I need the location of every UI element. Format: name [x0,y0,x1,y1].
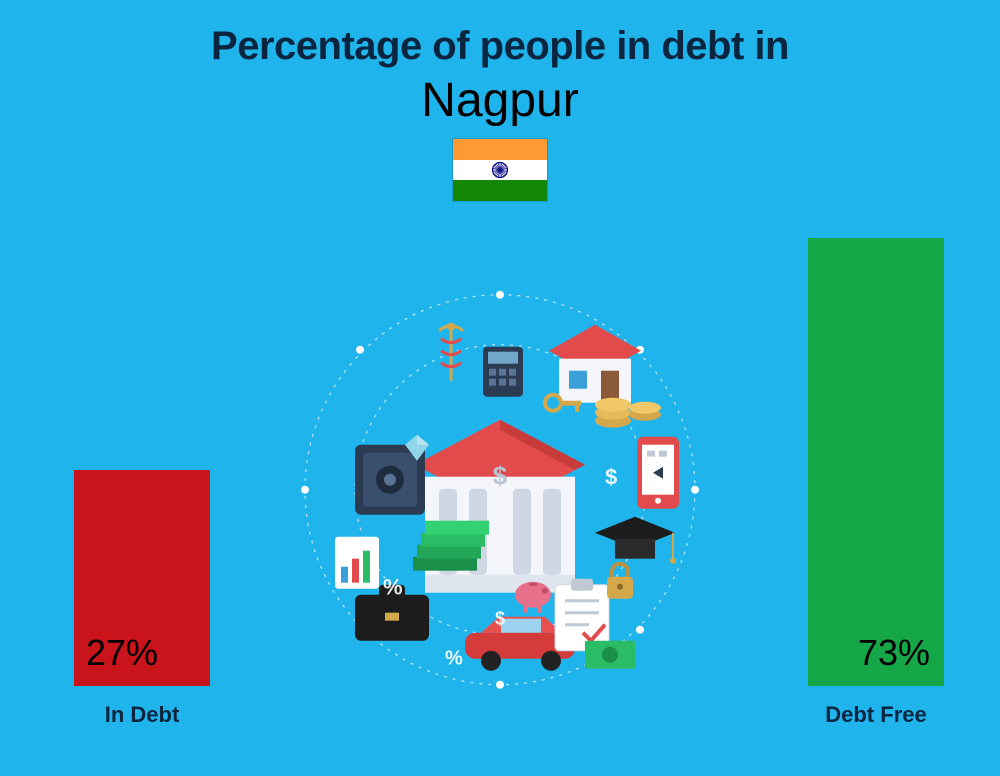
svg-text:$: $ [605,465,617,490]
flag-white-stripe [453,160,547,181]
bar-label-debt-free: Debt Free [825,702,926,728]
bar-debt-free: 73% Debt Free [808,238,944,728]
graduation-cap-icon [595,517,676,564]
house-icon [549,325,641,403]
title-line1: Percentage of people in debt in [0,24,1000,69]
clipboard-icon [555,579,609,651]
flag-green-stripe [453,180,547,201]
bar-rect-debt-free: 73% [808,238,944,686]
cash-icon [585,641,635,669]
bar-value-debt-free: 73% [858,632,930,674]
svg-text:%: % [383,575,403,600]
svg-text:$: $ [495,609,505,629]
phone-icon [637,437,679,509]
chart-body: 27% In Debt 73% Debt Free [0,210,1000,776]
bar-label-in-debt: In Debt [105,702,180,728]
bar-value-in-debt: 27% [86,632,158,674]
svg-text:$: $ [493,461,508,491]
chart-paper-icon [335,537,379,589]
svg-text:%: % [445,648,463,670]
title-block: Percentage of people in debt in Nagpur [0,0,1000,202]
caduceus-icon [439,323,463,381]
bar-rect-in-debt: 27% [74,470,210,686]
coins-icon [595,398,661,428]
bar-in-debt: 27% In Debt [74,470,210,728]
finance-illustration: $ [295,285,705,700]
lock-icon [607,564,633,599]
title-line2: Nagpur [0,73,1000,128]
ashoka-chakra-icon [491,161,509,179]
india-flag-icon [452,138,548,202]
flag-saffron-stripe [453,139,547,160]
finance-illustration-svg: $ [295,285,705,695]
calculator-icon [483,347,523,397]
piggy-bank-icon [515,582,551,613]
